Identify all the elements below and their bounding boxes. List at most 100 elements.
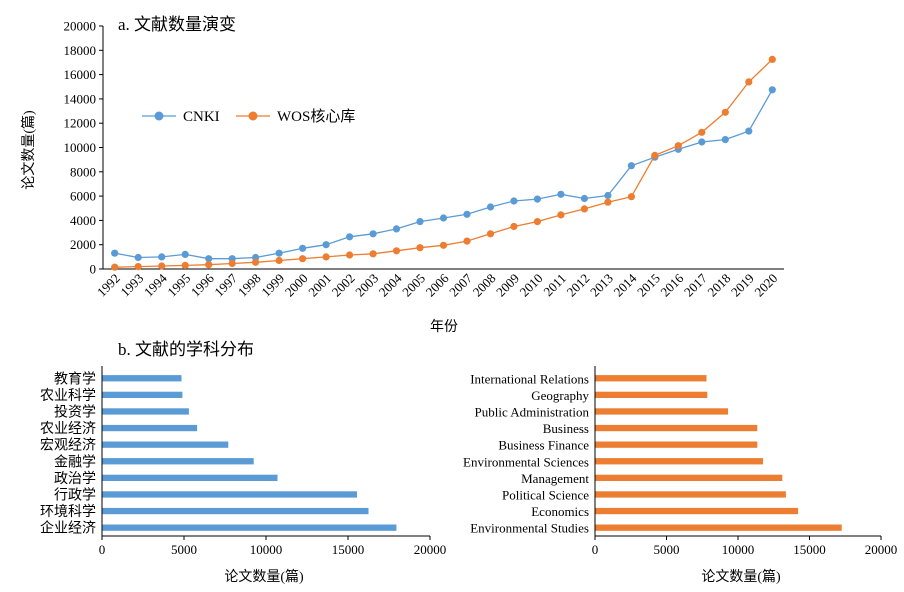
x-tick-label: 2001 bbox=[305, 271, 334, 300]
chart-b-bar bbox=[102, 391, 183, 398]
chart-c-category-label: Political Science bbox=[502, 488, 589, 503]
y-tick-label: 8000 bbox=[70, 164, 96, 179]
x-tick-label: 2010 bbox=[517, 271, 546, 300]
x-tick-label: 2002 bbox=[329, 271, 358, 300]
chart-b-category-label: 农业经济 bbox=[40, 421, 96, 437]
chart-c-bar bbox=[595, 408, 728, 415]
x-tick-label: 2004 bbox=[376, 270, 405, 299]
data-point-wos bbox=[369, 250, 377, 258]
data-point-wos bbox=[510, 222, 518, 231]
chart-b-bar bbox=[102, 458, 254, 465]
chart-c-category-label: Geography bbox=[531, 388, 589, 403]
chart-c-bar bbox=[595, 491, 786, 498]
x-tick-label: 2000 bbox=[282, 271, 311, 300]
chart-a-y-ticks: 0 2000 4000 6000 8000 10000 12000 14000 16000 180… bbox=[64, 19, 103, 277]
x-tick-label: 2013 bbox=[587, 271, 616, 300]
chart-c-axes: 0 5000 10000 15000 20000 bbox=[592, 366, 898, 557]
chart-a-x-ticks: 1992199319941995199619971998199920002001… bbox=[94, 270, 781, 299]
chart-b-category-label: 环境科学 bbox=[40, 504, 96, 520]
x-tick-label: 2015 bbox=[634, 271, 663, 300]
data-point-cnki bbox=[627, 162, 636, 170]
data-point-wos bbox=[557, 211, 565, 219]
chart-c-bar bbox=[595, 507, 799, 515]
chart-b-category-label: 教育学 bbox=[54, 371, 96, 387]
series-line-wos bbox=[114, 58, 773, 268]
data-point-cnki bbox=[439, 214, 448, 222]
data-point-cnki bbox=[299, 244, 307, 252]
chart-c-category-label: Public Administration bbox=[475, 405, 590, 420]
legend-marker-wos bbox=[248, 111, 258, 121]
chart-c-bar bbox=[595, 458, 763, 465]
chart-b-category-label: 投资学 bbox=[54, 405, 96, 421]
data-point-cnki bbox=[416, 218, 424, 226]
chart-b-x-axis-label: 论文数量(篇) bbox=[224, 569, 304, 585]
data-point-wos bbox=[416, 244, 424, 252]
x-tick-label: 2017 bbox=[681, 270, 710, 299]
chart-b-bar bbox=[102, 507, 369, 515]
data-point-wos bbox=[275, 256, 283, 265]
x-tick-label: 2008 bbox=[470, 271, 499, 300]
x-tick-label: 2020 bbox=[751, 271, 780, 300]
data-point-wos bbox=[580, 205, 589, 213]
legend-label-wos: WOS核心库 bbox=[277, 108, 355, 125]
chart-b-bar bbox=[102, 491, 357, 498]
chart-c-bar bbox=[595, 375, 707, 382]
chart-b-bar bbox=[102, 474, 278, 481]
chart-c-category-label: International Relations bbox=[470, 371, 589, 386]
x-tick-label: 2016 bbox=[657, 270, 686, 299]
chart-c-bar bbox=[595, 474, 783, 481]
chart-b-bar bbox=[102, 375, 182, 382]
chart-b-bar bbox=[102, 441, 229, 448]
chart-c-bars: International Relations Geography Public A… bbox=[463, 371, 842, 536]
chart-b-category-label: 行政学 bbox=[54, 488, 96, 504]
chart-b-x-tick-label: 5000 bbox=[171, 542, 197, 557]
data-point-wos bbox=[745, 78, 753, 86]
bar-chart-b-wos: International Relations Geography Public A… bbox=[463, 366, 897, 585]
data-point-wos bbox=[134, 263, 142, 271]
x-tick-label: 2006 bbox=[423, 270, 452, 299]
chart-c-x-tick-label: 15000 bbox=[793, 542, 826, 557]
data-point-wos bbox=[299, 255, 307, 263]
chart-c-x-tick-label: 10000 bbox=[722, 542, 755, 557]
chart-c-x-tick-label: 20000 bbox=[865, 542, 898, 557]
chart-b-x-tick-label: 15000 bbox=[332, 542, 365, 557]
x-tick-label: 2009 bbox=[493, 271, 522, 300]
data-point-wos bbox=[463, 237, 471, 245]
data-point-wos bbox=[533, 218, 542, 226]
data-point-cnki bbox=[158, 253, 166, 261]
x-tick-label: 2014 bbox=[610, 270, 639, 299]
data-point-cnki bbox=[463, 210, 471, 218]
data-point-wos bbox=[205, 261, 213, 269]
x-tick-label: 1997 bbox=[211, 270, 240, 299]
chart-c-x-tick-label: 5000 bbox=[654, 542, 680, 557]
x-tick-label: 2012 bbox=[564, 271, 593, 300]
legend-marker-cnki bbox=[154, 111, 164, 121]
bar-chart-b-cn: b. 文献的学科分布 教育学农业科学投资学农业经济宏观经济金融学政治学行政学环境… bbox=[40, 340, 446, 585]
y-tick-label: 20000 bbox=[64, 19, 97, 34]
chart-b-category-label: 农业科学 bbox=[40, 388, 96, 404]
data-point-wos bbox=[627, 193, 636, 201]
chart-a-y-axis-label: 论文数量(篇) bbox=[21, 110, 37, 190]
y-tick-label: 18000 bbox=[64, 43, 97, 58]
data-point-wos bbox=[158, 262, 166, 270]
chart-b-title: b. 文献的学科分布 bbox=[118, 340, 254, 359]
chart-a-axes bbox=[102, 26, 784, 270]
data-point-wos bbox=[392, 247, 401, 255]
data-point-wos bbox=[322, 253, 330, 261]
chart-b-bar bbox=[102, 524, 397, 531]
data-point-cnki bbox=[134, 253, 142, 262]
x-tick-label: 2011 bbox=[540, 271, 569, 300]
chart-c-category-label: Economics bbox=[531, 504, 589, 519]
chart-b-bar bbox=[102, 408, 189, 415]
y-tick-label: 2000 bbox=[70, 237, 96, 252]
data-point-cnki bbox=[557, 190, 565, 198]
data-point-cnki bbox=[111, 249, 119, 257]
data-point-cnki bbox=[181, 250, 189, 258]
data-point-cnki bbox=[392, 225, 401, 233]
data-point-wos bbox=[698, 128, 706, 136]
x-tick-label: 1994 bbox=[141, 270, 170, 299]
data-point-cnki bbox=[510, 197, 518, 205]
x-tick-label: 1998 bbox=[235, 271, 264, 300]
x-tick-label: 1995 bbox=[164, 271, 193, 300]
